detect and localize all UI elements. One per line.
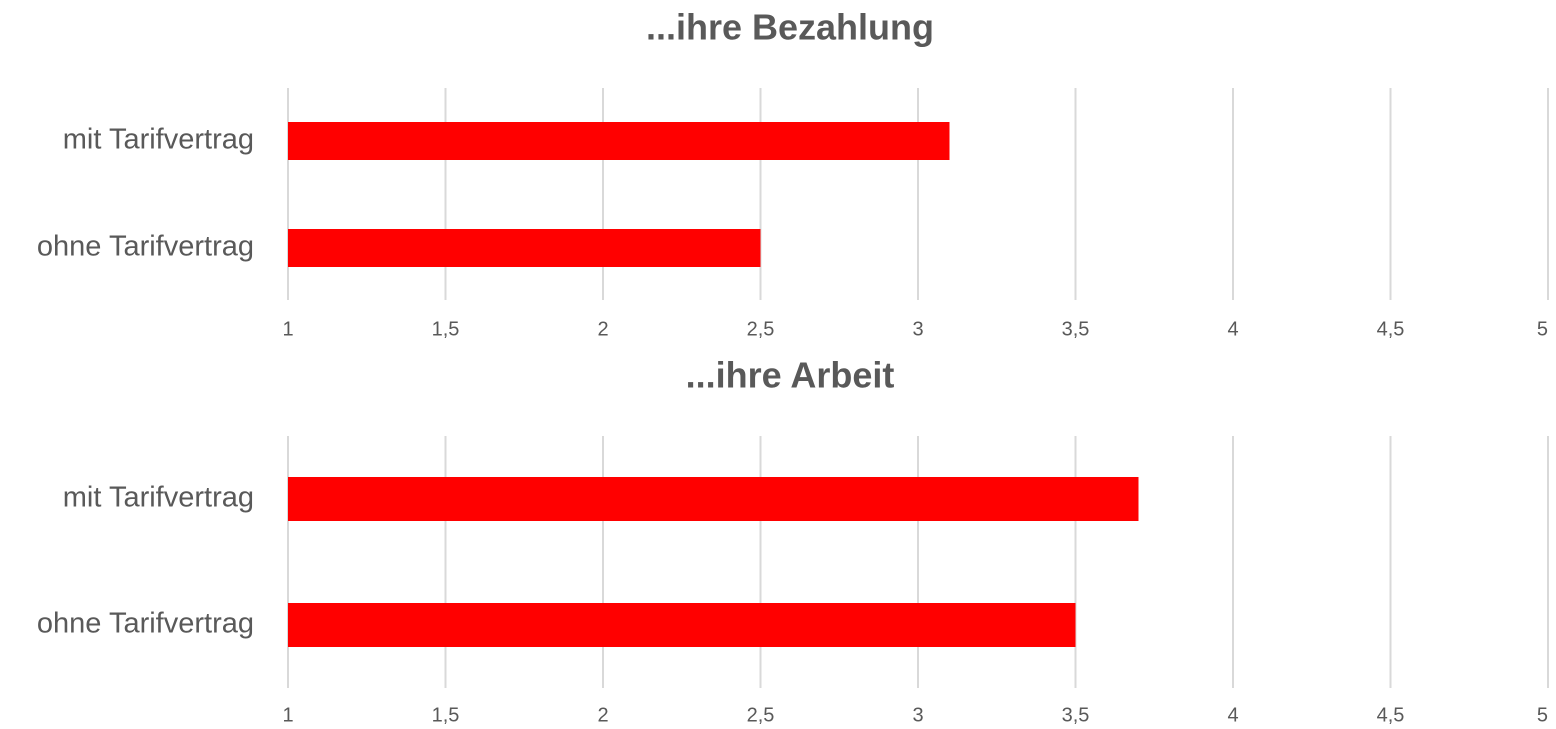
chart-title: ...ihre Arbeit bbox=[686, 355, 895, 396]
x-tick-label: 3 bbox=[912, 704, 923, 726]
bar bbox=[288, 122, 950, 160]
x-tick-label: 2 bbox=[597, 318, 608, 340]
category-label: ohne Tarifvertrag bbox=[37, 608, 254, 640]
x-tick-label: 1 bbox=[282, 318, 293, 340]
bar bbox=[288, 477, 1139, 521]
bar bbox=[288, 229, 761, 267]
x-tick-label: 1,5 bbox=[432, 318, 460, 340]
x-tick-label: 3 bbox=[912, 318, 923, 340]
x-tick-label: 2 bbox=[597, 704, 608, 726]
category-label: ohne Tarifvertrag bbox=[37, 231, 254, 263]
category-label: mit Tarifvertrag bbox=[63, 124, 254, 156]
category-label: mit Tarifvertrag bbox=[63, 482, 254, 514]
x-tick-label: 4,5 bbox=[1377, 704, 1405, 726]
chart-title: ...ihre Bezahlung bbox=[646, 7, 934, 48]
bar bbox=[288, 603, 1076, 647]
x-tick-label: 3,5 bbox=[1062, 704, 1090, 726]
x-tick-label: 2,5 bbox=[747, 318, 775, 340]
x-tick-label: 4,5 bbox=[1377, 318, 1405, 340]
x-tick-label: 1 bbox=[282, 704, 293, 726]
x-tick-label: 4 bbox=[1227, 704, 1238, 726]
x-tick-label: 3,5 bbox=[1062, 318, 1090, 340]
x-tick-label: 2,5 bbox=[747, 704, 775, 726]
x-tick-label: 4 bbox=[1227, 318, 1238, 340]
x-tick-label: 5 bbox=[1537, 704, 1548, 726]
x-tick-label: 5 bbox=[1537, 318, 1548, 340]
x-tick-label: 1,5 bbox=[432, 704, 460, 726]
